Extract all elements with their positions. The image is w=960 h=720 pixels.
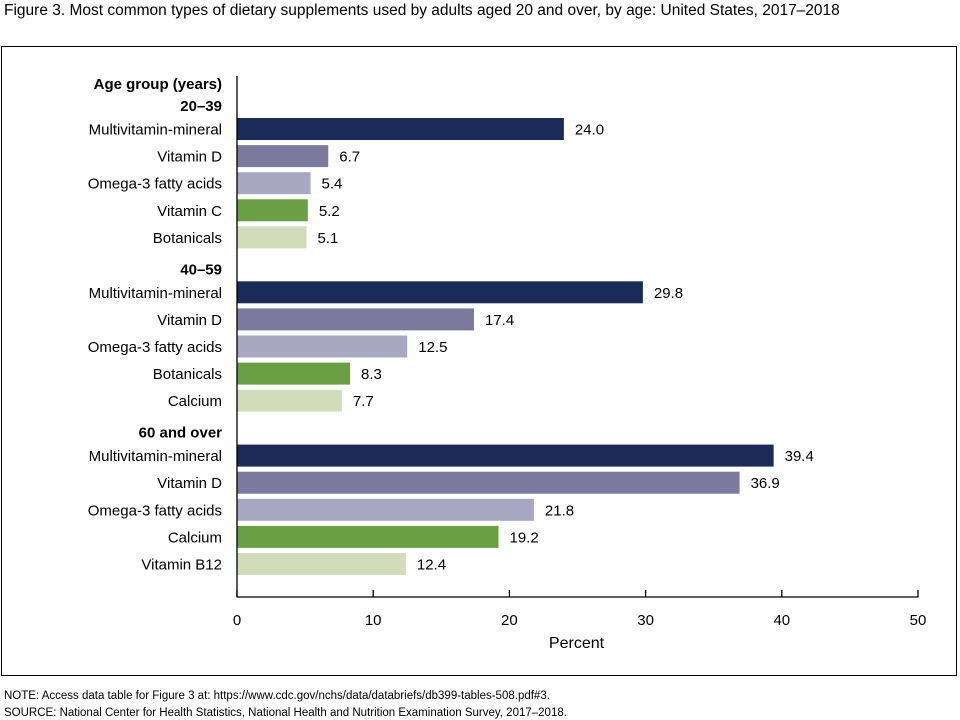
category-label: Botanicals [153, 366, 222, 383]
group-heading: 60 and over [139, 425, 223, 442]
x-tick-label: 50 [910, 612, 927, 629]
figure-title: Figure 3. Most common types of dietary s… [4, 2, 840, 19]
bar [237, 389, 342, 412]
category-label: Multivitamin-mineral [89, 122, 222, 139]
x-axis-label: Percent [549, 635, 605, 652]
category-label: Vitamin D [157, 149, 222, 166]
bar [237, 281, 643, 304]
bar [237, 199, 308, 222]
data-label: 19.2 [510, 529, 539, 546]
data-label: 6.7 [339, 149, 360, 166]
x-tick-label: 30 [637, 612, 654, 629]
bar [237, 498, 534, 521]
category-label: Calcium [168, 393, 222, 410]
data-label: 39.4 [785, 448, 814, 465]
data-label: 29.8 [654, 285, 683, 302]
x-tick-label: 10 [365, 612, 382, 629]
data-label: 21.8 [545, 502, 574, 519]
group-heading: 20–39 [180, 98, 222, 115]
bar [237, 553, 406, 575]
note-text: NOTE: Access data table for Figure 3 at:… [4, 690, 550, 702]
data-label: 7.7 [353, 393, 374, 410]
category-label: Vitamin D [157, 475, 222, 492]
category-label: Calcium [168, 529, 222, 546]
data-label: 17.4 [485, 312, 514, 329]
category-label: Multivitamin-mineral [89, 448, 222, 465]
bar [237, 118, 564, 140]
data-label: 5.4 [322, 176, 343, 193]
data-label: 24.0 [575, 122, 604, 139]
category-label: Omega-3 fatty acids [88, 502, 222, 519]
category-label: Vitamin C [157, 203, 222, 220]
category-label: Omega-3 fatty acids [88, 339, 222, 356]
bar [237, 525, 499, 548]
data-label: 5.1 [317, 230, 338, 247]
category-label: Botanicals [153, 230, 222, 247]
data-label: 12.4 [417, 557, 446, 574]
data-label: 12.5 [418, 339, 447, 356]
bar [237, 145, 329, 168]
category-label: Vitamin B12 [141, 557, 222, 574]
data-label: 8.3 [361, 366, 382, 383]
chart-frame [1, 46, 957, 676]
category-label: Multivitamin-mineral [89, 285, 222, 302]
bar [237, 335, 408, 358]
x-tick-label: 0 [233, 612, 241, 629]
category-label: Vitamin D [157, 312, 222, 329]
bar [237, 362, 351, 385]
x-tick-label: 40 [773, 612, 790, 629]
bar [237, 444, 774, 467]
bar [237, 226, 307, 249]
group-axis-label: Age group (years) [94, 76, 222, 93]
data-label: 36.9 [751, 475, 780, 492]
bar [237, 308, 474, 331]
category-label: Omega-3 fatty acids [88, 176, 222, 193]
data-label: 5.2 [319, 203, 340, 220]
group-heading: 40–59 [180, 261, 222, 278]
source-text: SOURCE: National Center for Health Stati… [4, 707, 567, 719]
bar [237, 172, 311, 195]
bar [237, 471, 740, 494]
x-tick-label: 20 [501, 612, 518, 629]
